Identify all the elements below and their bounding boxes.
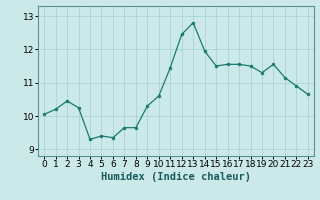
X-axis label: Humidex (Indice chaleur): Humidex (Indice chaleur) [101, 172, 251, 182]
